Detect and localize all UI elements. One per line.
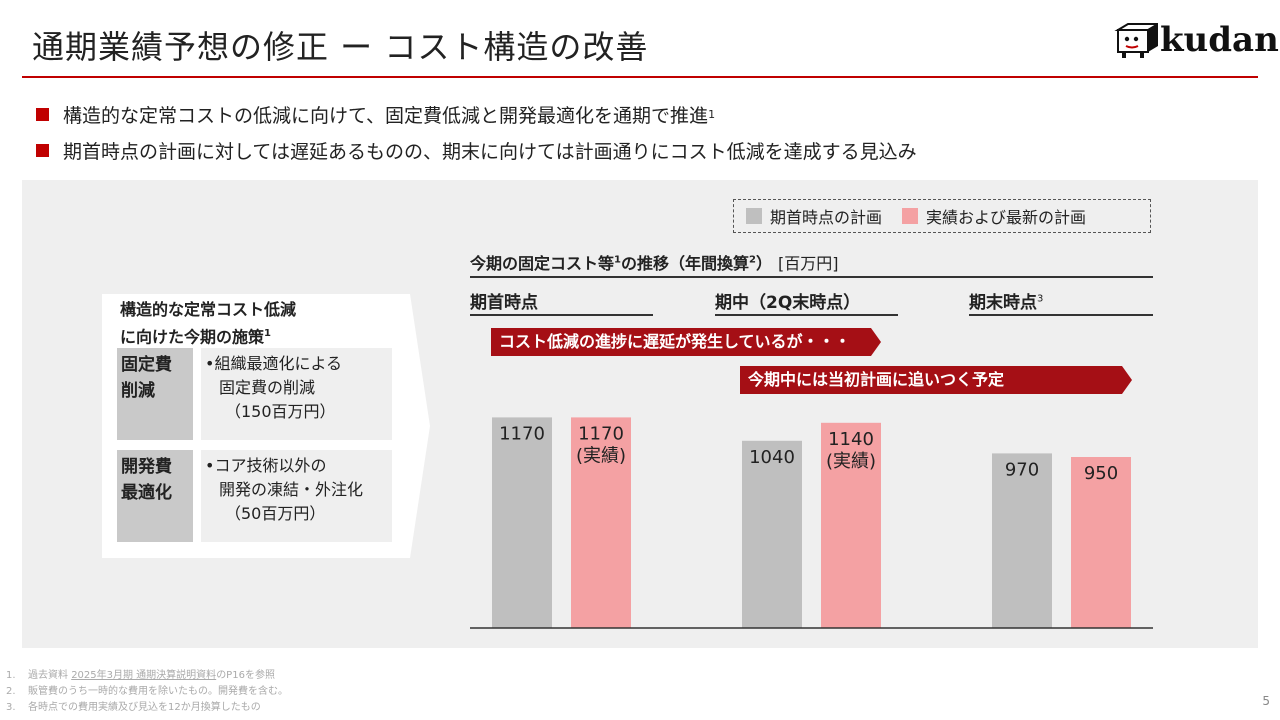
measure-body-dev-cost: •コア技術以外の 開発の凍結・外注化 （50百万円） bbox=[201, 450, 392, 542]
kudan-logo: kudan bbox=[1114, 20, 1279, 60]
legend-label-actual: 実績および最新の計画 bbox=[926, 208, 1087, 227]
measure-tag-fixed-cost: 固定費 削減 bbox=[117, 348, 193, 440]
footnote-item: 3. 各時点での費用実績及び見込を12か月換算したもの bbox=[6, 700, 288, 716]
banner-delay-arrow-icon bbox=[871, 328, 881, 356]
bullet-square-icon bbox=[36, 143, 49, 157]
chart-unit: [百万円] bbox=[777, 254, 839, 273]
footnote-text: 各時点での費用実績及び見込を12か月換算したもの bbox=[28, 702, 261, 713]
chart-title-suffix: の推移（年間換算 bbox=[620, 254, 749, 273]
footnote-item: 2. 販管費のうち一時的な費用を除いたもの。開発費を含む。 bbox=[6, 684, 288, 700]
footnote-text: 販管費のうち一時的な費用を除いたもの。開発費を含む。 bbox=[28, 686, 288, 697]
footnote-number: 3. bbox=[6, 702, 16, 713]
period-divider bbox=[470, 314, 653, 316]
legend-item-actual: 実績および最新の計画 bbox=[902, 204, 1086, 228]
period-label: 期中（2Q末時点） bbox=[715, 293, 861, 313]
footnote-item: 1. 過去資料 2025年3月期 通期決算説明資料のP16を参照 bbox=[6, 668, 288, 684]
footnote-number: 2. bbox=[6, 686, 16, 697]
banner-catchup-arrow-icon bbox=[1122, 366, 1132, 394]
page-title: 通期業績予想の修正 ー コスト構造の改善 bbox=[32, 28, 649, 66]
logo-text: kudan bbox=[1160, 20, 1279, 60]
chart-title-sup1: 1 bbox=[614, 254, 621, 266]
bullet-square-icon bbox=[36, 107, 49, 121]
card-arrow-icon bbox=[410, 294, 430, 558]
measure-tag-line1: 開発費 bbox=[121, 457, 172, 477]
legend-swatch-plan bbox=[746, 208, 762, 224]
page-number: 5 bbox=[1262, 694, 1270, 708]
footnote-text: 過去資料 bbox=[28, 670, 72, 681]
measures-title-line1: 構造的な定常コスト低減 bbox=[120, 300, 297, 319]
footnote-number: 1. bbox=[6, 670, 16, 681]
bullet-item: 期首時点の計画に対しては遅延あるものの、期末に向けては計画通りにコスト低減を達成… bbox=[36, 132, 917, 168]
summary-bullets: 構造的な定常コストの低減に向けて、固定費低減と開発最適化を通期で推進 1 期首時点… bbox=[36, 96, 917, 168]
chart-legend: 期首時点の計画 実績および最新の計画 bbox=[733, 199, 1151, 233]
measure-tag-dev-cost: 開発費 最適化 bbox=[117, 450, 193, 542]
banner-catchup: 今期中には当初計画に追いつく予定 bbox=[740, 366, 1122, 394]
measure-line1: •コア技術以外の bbox=[205, 456, 327, 475]
legend-swatch-actual bbox=[902, 208, 919, 224]
measure-line3: （150百万円） bbox=[225, 402, 336, 421]
measures-title: 構造的な定常コスト低減 に向けた今期の施策1 bbox=[120, 298, 296, 349]
chart-title-close: ） bbox=[755, 254, 772, 273]
footnote-link[interactable]: 2025年3月期 通期決算説明資料 bbox=[71, 670, 217, 681]
legend-label-plan: 期首時点の計画 bbox=[770, 208, 883, 227]
measure-tag-line2: 削減 bbox=[121, 381, 155, 401]
measure-tag-line2: 最適化 bbox=[121, 483, 172, 503]
chart-title: 今期の固定コスト等1の推移（年間換算2） [百万円] bbox=[470, 250, 838, 274]
period-divider bbox=[969, 314, 1153, 316]
period-header-mid: 期中（2Q末時点） bbox=[715, 288, 860, 313]
measure-line2: 開発の凍結・外注化 bbox=[219, 480, 364, 499]
footnote-text-suffix: のP16を参照 bbox=[216, 670, 275, 681]
period-header-end: 期末時点3 bbox=[969, 288, 1043, 313]
period-divider bbox=[715, 314, 898, 316]
period-header-start: 期首時点 bbox=[470, 288, 538, 313]
measures-title-footnote-ref: 1 bbox=[264, 328, 271, 339]
period-label: 期首時点 bbox=[470, 293, 538, 313]
bullet-footnote-ref: 1 bbox=[708, 107, 716, 121]
period-footnote-ref: 3 bbox=[1037, 293, 1044, 305]
measures-title-line2: に向けた今期の施策 bbox=[120, 327, 265, 347]
mascot-icon bbox=[1114, 23, 1162, 58]
banner-delay: コスト低減の進捗に遅延が発生しているが・・・ bbox=[491, 328, 871, 356]
bullet-text: 構造的な定常コストの低減に向けて、固定費低減と開発最適化を通期で推進 bbox=[63, 104, 709, 127]
measure-tag-line1: 固定費 bbox=[121, 355, 172, 375]
chart-title-sup2: 2 bbox=[749, 254, 756, 266]
legend-item-plan: 期首時点の計画 bbox=[746, 204, 882, 228]
bullet-item: 構造的な定常コストの低減に向けて、固定費低減と開発最適化を通期で推進 1 bbox=[36, 96, 917, 132]
chart-title-main: 今期の固定コスト等 bbox=[470, 254, 615, 273]
measure-line2: 固定費の削減 bbox=[219, 378, 316, 397]
title-divider bbox=[22, 76, 1258, 78]
chart-title-divider bbox=[470, 276, 1153, 278]
measure-line3: （50百万円） bbox=[225, 504, 326, 523]
measure-line1: •組織最適化による bbox=[205, 354, 342, 373]
period-label: 期末時点 bbox=[969, 293, 1037, 313]
measure-body-fixed-cost: •組織最適化による 固定費の削減 （150百万円） bbox=[201, 348, 392, 440]
bullet-text: 期首時点の計画に対しては遅延あるものの、期末に向けては計画通りにコスト低減を達成… bbox=[63, 140, 917, 163]
footnotes: 1. 過去資料 2025年3月期 通期決算説明資料のP16を参照 2. 販管費のうち… bbox=[6, 668, 288, 716]
